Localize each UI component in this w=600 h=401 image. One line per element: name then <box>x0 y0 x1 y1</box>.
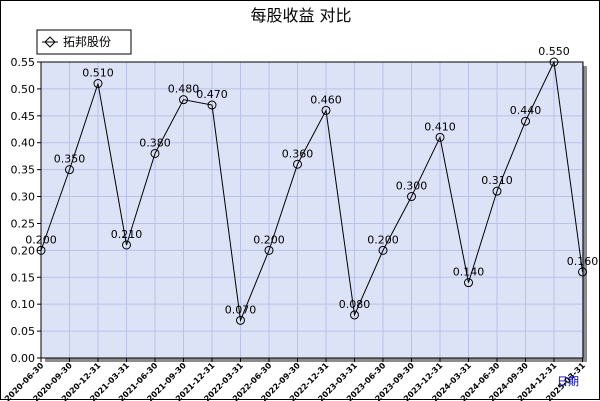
y-tick-label: 0.45 <box>11 110 36 123</box>
data-point <box>549 57 559 67</box>
data-point <box>378 245 388 255</box>
data-label: 0.140 <box>453 266 485 279</box>
data-point <box>321 105 331 115</box>
data-point <box>521 116 530 126</box>
data-point <box>236 315 245 325</box>
x-axis-title: 日期 <box>557 375 579 388</box>
y-tick-label: 0.05 <box>11 325 36 338</box>
data-point <box>435 132 445 142</box>
data-label: 0.470 <box>196 88 228 101</box>
plot-background <box>41 62 583 358</box>
data-label: 0.480 <box>168 83 200 96</box>
legend-label: 拓邦股份 <box>63 35 111 49</box>
data-label: 0.410 <box>424 120 456 133</box>
data-label: 0.350 <box>54 153 86 166</box>
data-point <box>492 186 502 196</box>
data-label: 0.080 <box>339 298 371 311</box>
y-tick-label: 0.25 <box>11 217 36 230</box>
data-point <box>350 310 359 320</box>
data-label: 0.200 <box>367 233 399 246</box>
data-label: 0.310 <box>481 174 513 187</box>
y-tick-label: 0.30 <box>11 191 36 204</box>
y-tick-label: 0.50 <box>11 83 36 96</box>
data-point <box>578 267 587 277</box>
data-label: 0.070 <box>225 303 257 316</box>
data-point <box>93 79 103 89</box>
data-point <box>179 95 188 105</box>
data-point <box>293 159 302 169</box>
data-point <box>65 165 74 175</box>
data-point <box>122 240 131 250</box>
y-tick-label: 0.55 <box>11 56 36 69</box>
y-tick-label: 0.35 <box>11 164 36 177</box>
data-label: 0.300 <box>396 180 428 193</box>
data-point <box>36 245 46 255</box>
data-point <box>150 148 160 158</box>
data-label: 0.360 <box>282 147 314 160</box>
plot-border <box>40 61 584 359</box>
data-label: 0.210 <box>111 228 143 241</box>
chart-title: 每股收益 对比 <box>250 6 351 25</box>
data-point <box>264 245 274 255</box>
y-tick-label: 0.00 <box>11 352 36 365</box>
data-label: 0.460 <box>310 93 342 106</box>
data-label: 0.550 <box>538 45 570 58</box>
data-label: 0.200 <box>25 233 57 246</box>
y-tick-label: 0.20 <box>11 244 36 257</box>
plot-area: 0.00 0.05 0.10 0.15 0.20 0.25 0.30 0.35 0.40 0.45… <box>3 45 598 401</box>
y-tick-label: 0.15 <box>11 271 36 284</box>
legend-diamond-marker <box>44 36 56 48</box>
data-label: 0.160 <box>567 255 599 268</box>
legend: 拓邦股份 <box>36 29 132 55</box>
data-label: 0.440 <box>510 104 542 117</box>
data-label: 0.510 <box>82 67 114 80</box>
data-label: 0.380 <box>139 136 171 149</box>
data-point <box>407 192 416 202</box>
data-point <box>207 100 217 110</box>
y-tick-label: 0.10 <box>11 298 36 311</box>
data-label: 0.200 <box>253 233 285 246</box>
y-tick-label: 0.40 <box>11 137 36 150</box>
series-line <box>40 60 583 323</box>
data-point <box>464 278 473 288</box>
